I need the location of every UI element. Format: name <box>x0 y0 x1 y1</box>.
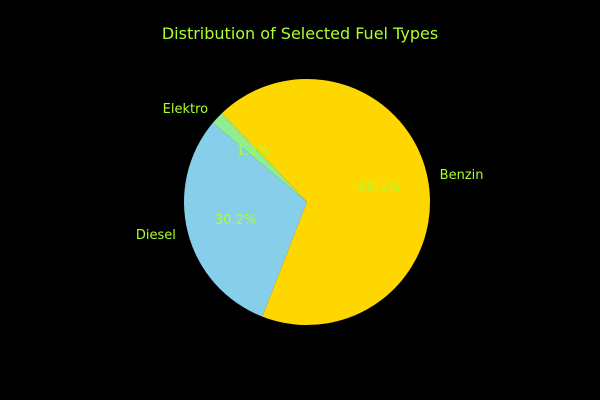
slice-label-benzin: Benzin <box>440 168 484 183</box>
pie-slices <box>184 79 430 326</box>
pie-slice-diesel <box>184 122 307 317</box>
slice-pct-elektro: 1.7% <box>237 144 270 159</box>
slice-pct-benzin: 68.1% <box>359 180 400 195</box>
slice-label-elektro: Elektro <box>163 102 209 117</box>
chart-title: Distribution of Selected Fuel Types <box>161 24 439 43</box>
slice-pct-diesel: 30.2% <box>215 213 256 228</box>
slice-label-diesel: Diesel <box>136 228 176 243</box>
pie-slice-elektro <box>212 113 307 202</box>
pie-labels: Diesel 30.2% Benzin 68.1% Elektro 1.7% <box>136 102 484 243</box>
pie-slice-benzin <box>221 79 430 326</box>
